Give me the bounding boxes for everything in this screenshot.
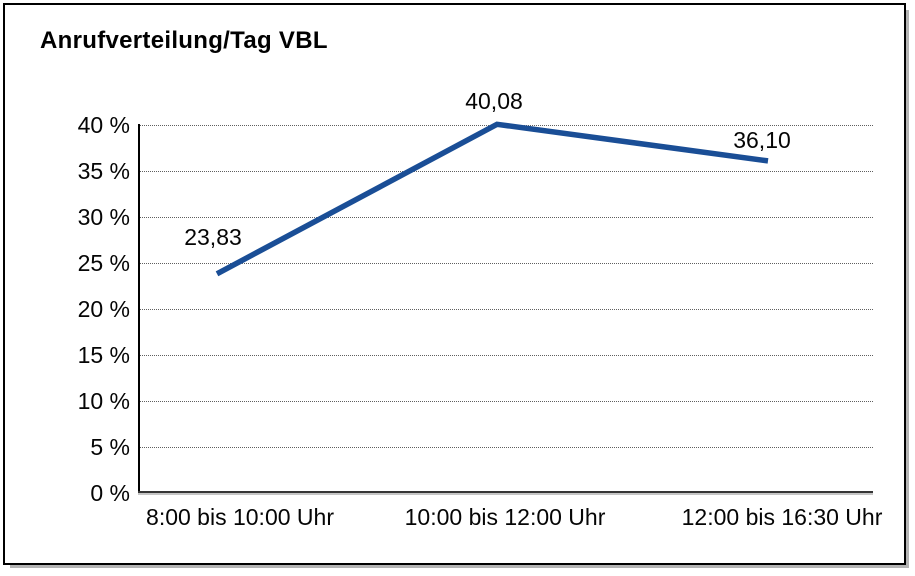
data-point-label: 40,08: [465, 88, 523, 115]
x-axis-line: [138, 491, 873, 493]
gridline: [140, 263, 873, 264]
y-tick-label: 35 %: [77, 158, 130, 184]
y-tick-label: 0 %: [90, 480, 130, 506]
y-tick-label: 20 %: [77, 296, 130, 322]
y-tick-label: 25 %: [77, 250, 130, 276]
y-tick-label: 15 %: [77, 342, 130, 368]
y-axis-line: [138, 124, 140, 493]
gridline: [140, 309, 873, 310]
data-point-label: 36,10: [733, 126, 791, 153]
y-tick-label: 40 %: [77, 112, 130, 138]
gridline: [140, 217, 873, 218]
gridline: [140, 171, 873, 172]
y-tick-label: 30 %: [77, 204, 130, 230]
chart-title: Anrufverteilung/Tag VBL: [40, 27, 328, 54]
gridline: [140, 355, 873, 356]
x-category-label: 12:00 bis 16:30 Uhr: [681, 504, 883, 530]
x-category-label: 8:00 bis 10:00 Uhr: [146, 504, 334, 530]
y-tick-label: 10 %: [77, 388, 130, 414]
gridline: [140, 447, 873, 448]
y-tick-label: 5 %: [90, 434, 130, 460]
x-category-label: 10:00 bis 12:00 Uhr: [404, 504, 606, 530]
series-line: [215, 121, 769, 277]
data-point-label: 23,83: [184, 223, 242, 250]
gridline: [140, 401, 873, 402]
